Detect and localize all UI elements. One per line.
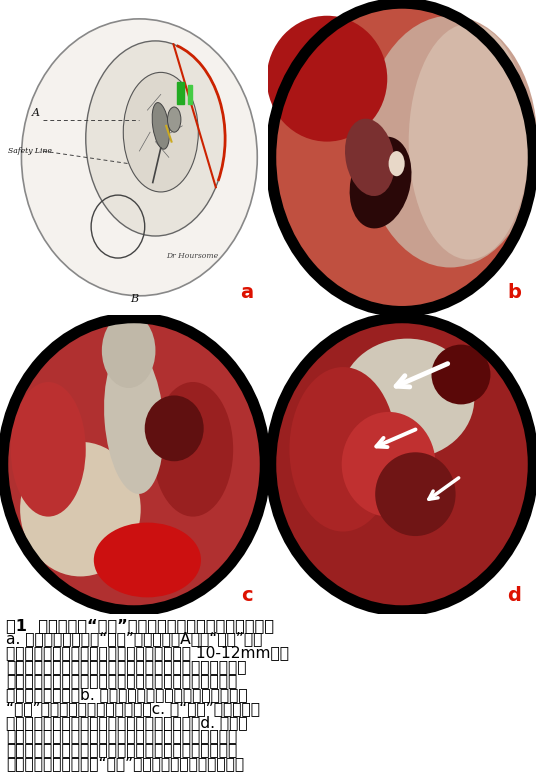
Text: a. 内镜下经耳道制作“锁孔”的模式图，A线为“锁孔”前缘: a. 内镜下经耳道制作“锁孔”的模式图，A线为“锁孔”前缘 bbox=[6, 632, 263, 646]
Text: B: B bbox=[130, 294, 138, 304]
Ellipse shape bbox=[342, 412, 435, 517]
Text: a: a bbox=[240, 283, 253, 302]
Ellipse shape bbox=[102, 313, 155, 388]
Ellipse shape bbox=[145, 395, 204, 462]
Ellipse shape bbox=[104, 345, 164, 494]
Text: d: d bbox=[508, 586, 522, 605]
Bar bbox=[177, 82, 183, 104]
Ellipse shape bbox=[389, 151, 405, 176]
Ellipse shape bbox=[168, 107, 181, 132]
Ellipse shape bbox=[266, 16, 387, 141]
Text: 后方的鼓窦空间。b. 在耳内镜持续灌流模式下经耳道打开: 后方的鼓窦空间。b. 在耳内镜持续灌流模式下经耳道打开 bbox=[6, 687, 248, 702]
Text: Safety Line: Safety Line bbox=[8, 147, 52, 155]
Text: c: c bbox=[241, 586, 252, 605]
Text: b: b bbox=[508, 283, 522, 302]
Ellipse shape bbox=[363, 16, 536, 267]
Text: 的定位线，以锤骨短突为起点，向后上延长约 10-12mm，在: 的定位线，以锤骨短突为起点，向后上延长约 10-12mm，在 bbox=[6, 646, 289, 660]
Text: 暴露外耳道内侧所投影的鼓窦空间，即砍骨短脚所在处及: 暴露外耳道内侧所投影的鼓窦空间，即砍骨短脚所在处及 bbox=[6, 673, 237, 688]
Ellipse shape bbox=[152, 103, 169, 149]
Circle shape bbox=[3, 318, 265, 611]
Circle shape bbox=[271, 318, 533, 611]
Text: 空间的病变，避免了上鼓室外侧壁的骨质磨除。长粗算头: 空间的病变，避免了上鼓室外侧壁的骨质磨除。长粗算头 bbox=[6, 742, 237, 758]
Ellipse shape bbox=[153, 382, 233, 517]
Circle shape bbox=[21, 19, 257, 296]
Ellipse shape bbox=[94, 523, 201, 598]
Ellipse shape bbox=[431, 345, 490, 404]
Text: 径路局限开放乳突后，经由鼓窦伸入内镜观察清除上鼓室: 径路局限开放乳突后，经由鼓窦伸入内镜观察清除上鼓室 bbox=[6, 729, 237, 744]
Ellipse shape bbox=[345, 119, 394, 196]
Ellipse shape bbox=[86, 41, 225, 236]
Ellipse shape bbox=[289, 367, 397, 531]
Ellipse shape bbox=[123, 72, 198, 192]
Circle shape bbox=[271, 3, 533, 312]
Circle shape bbox=[271, 3, 533, 312]
Text: Dr Hoursome: Dr Hoursome bbox=[166, 252, 218, 260]
Text: 图1  应用经耳道“锁孔”技术处理上鼓室胆脂瘻（右侧）。: 图1 应用经耳道“锁孔”技术处理上鼓室胆脂瘻（右侧）。 bbox=[6, 618, 274, 632]
Text: 侵犯至鼓窦后，再翻起鼓膜处理中下鼓室病变。d. 经耳后: 侵犯至鼓窦后，再翻起鼓膜处理中下鼓室病变。d. 经耳后 bbox=[6, 715, 248, 730]
Text: 延长线末端处为终点，逐层磨薄外耳道后壁骨质，可以直接: 延长线末端处为终点，逐层磨薄外耳道后壁骨质，可以直接 bbox=[6, 659, 247, 674]
Ellipse shape bbox=[340, 339, 474, 458]
Text: “锁孔”，发现鼓窦内存在胆脂瘻。c. 经“锁孔”确定胆脂瘻: “锁孔”，发现鼓窦内存在胆脂瘻。c. 经“锁孔”确定胆脂瘻 bbox=[6, 701, 260, 716]
Ellipse shape bbox=[375, 452, 456, 536]
Text: 所指为在乳突内观察的“锁孔”，短粗算头所指为水平半规: 所指为在乳突内观察的“锁孔”，短粗算头所指为水平半规 bbox=[6, 756, 244, 772]
Ellipse shape bbox=[349, 137, 412, 228]
Ellipse shape bbox=[11, 382, 86, 517]
Text: A: A bbox=[32, 108, 40, 118]
Ellipse shape bbox=[20, 442, 140, 577]
Bar bbox=[188, 85, 192, 104]
Ellipse shape bbox=[408, 23, 529, 260]
